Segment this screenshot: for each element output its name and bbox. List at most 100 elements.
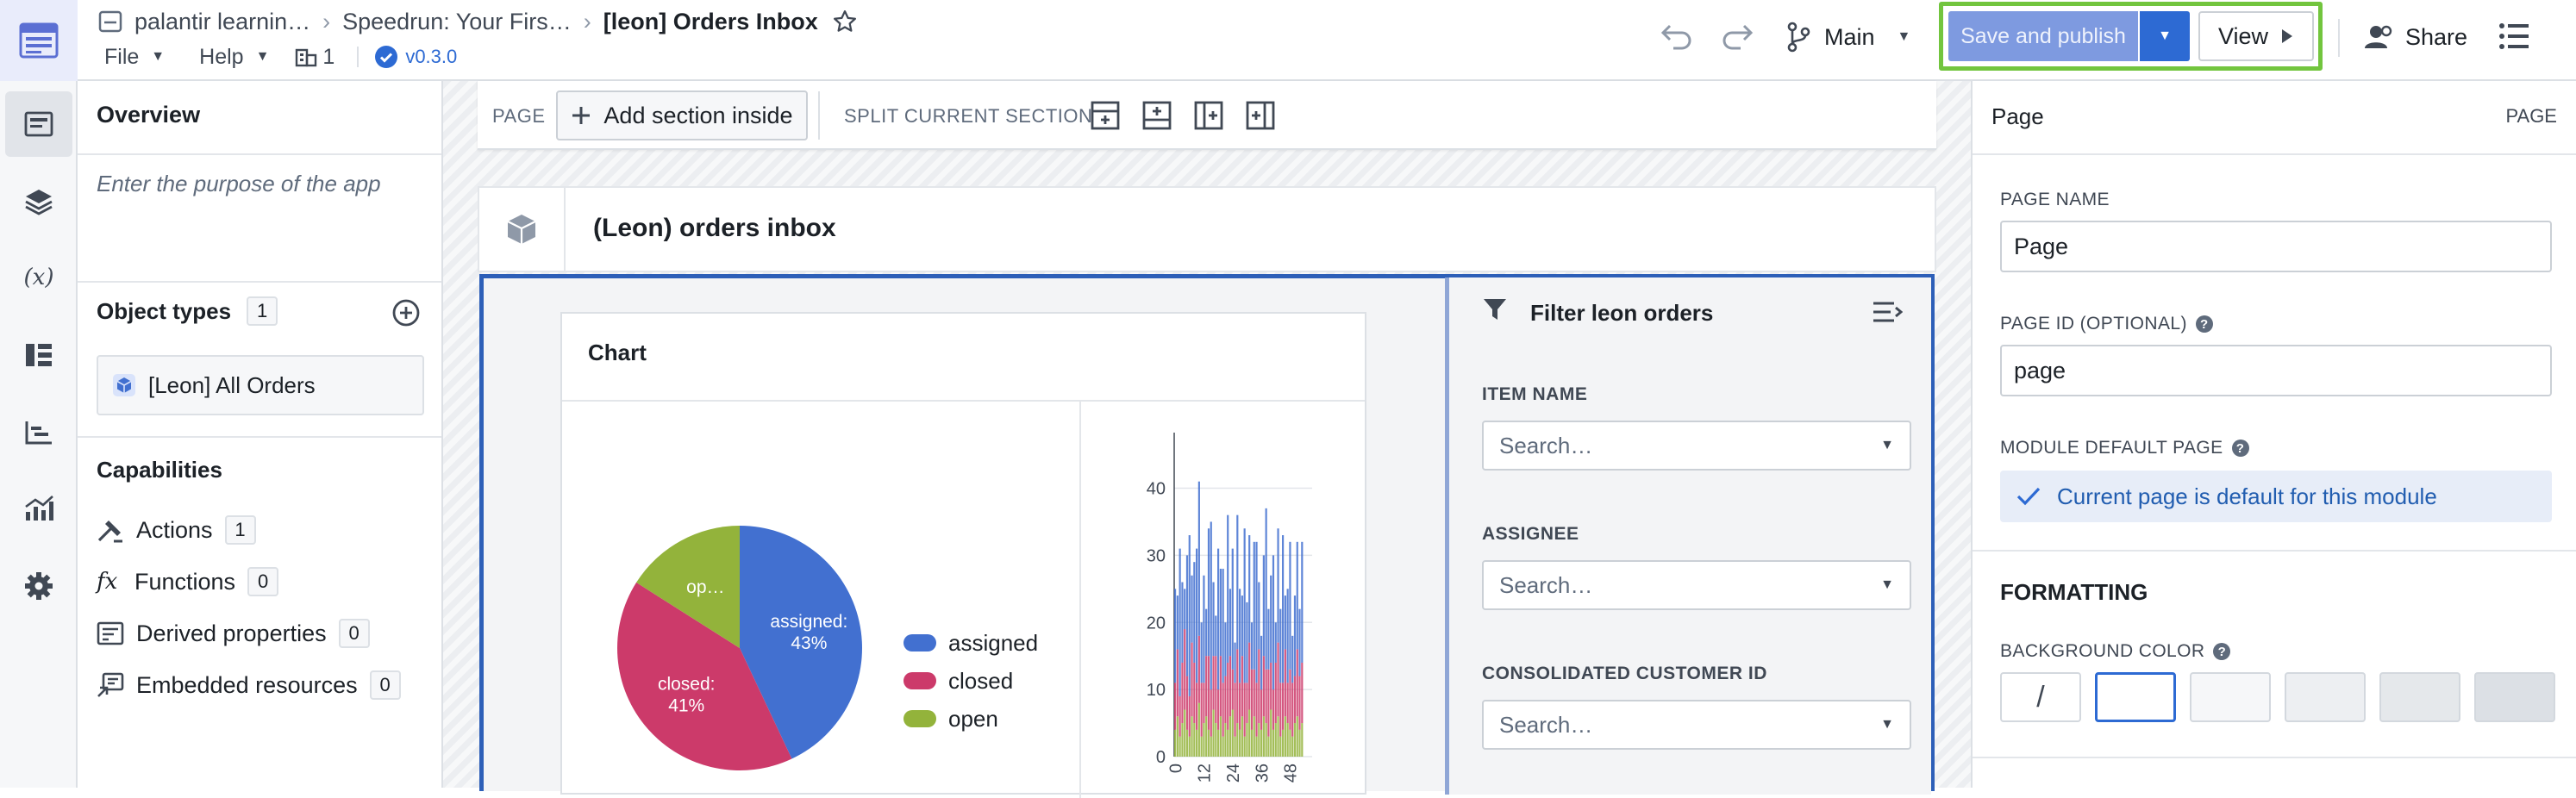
redo-icon[interactable] (1720, 19, 1754, 50)
split-right-icon[interactable] (1245, 100, 1276, 131)
pie-chart: assigned: 43% closed: 41% op… assigned closed… (617, 526, 1038, 770)
add-section-button[interactable]: Add section inside (556, 90, 808, 140)
variables-icon[interactable]: (x) (23, 265, 54, 290)
assignee-select[interactable]: Search… ▼ (1482, 560, 1911, 610)
pie-slice-open[interactable] (636, 526, 740, 648)
histogram-bar (1246, 723, 1248, 757)
caret-down-icon[interactable]: ▼ (151, 49, 166, 64)
overview-panel: Overview Enter the purpose of the app Ob… (78, 81, 443, 788)
star-icon[interactable] (832, 9, 858, 34)
caret-down-icon: ▼ (1880, 717, 1894, 732)
legend-item-assigned[interactable]: assigned (948, 630, 1038, 656)
background-color-label: BACKGROUND COLOR ? (2000, 641, 2231, 662)
rail-item-overview[interactable] (0, 90, 78, 159)
legend-item-closed[interactable]: closed (948, 668, 1013, 694)
legend-item-open[interactable]: open (948, 706, 998, 732)
breadcrumb-item-project[interactable]: palantir learnin… (134, 8, 311, 34)
capability-actions[interactable]: Actions 1 (97, 508, 256, 552)
capability-label: Derived properties (136, 620, 327, 646)
pie-slice-closed[interactable] (617, 582, 792, 770)
histogram-bar (1229, 656, 1232, 717)
menu-help[interactable]: Help (199, 44, 244, 69)
breadcrumb: palantir learnin… › Speedrun: Your Firs…… (98, 3, 858, 40)
filter-collapse-icon[interactable] (1872, 300, 1903, 324)
branch-selector[interactable]: Main ▼ (1786, 19, 1910, 55)
histogram-bar (1243, 683, 1246, 737)
undo-icon[interactable] (1660, 19, 1694, 50)
histogram-bar (1205, 608, 1208, 657)
page-name-input[interactable]: Page (2000, 221, 2552, 272)
split-bottom-icon[interactable] (1141, 100, 1172, 131)
no-color-swatch[interactable]: / (2000, 672, 2081, 722)
customer-id-select[interactable]: Search… ▼ (1482, 700, 1911, 750)
app-purpose-input[interactable]: Enter the purpose of the app (97, 171, 381, 196)
pie-slice-assigned[interactable] (740, 526, 862, 759)
histogram-bar (1176, 595, 1179, 650)
split-left-icon[interactable] (1193, 100, 1224, 131)
view-button[interactable]: View (2198, 11, 2314, 61)
chart-widget[interactable]: Chart assigned: 43% closed: 41% op… assigned… (560, 312, 1366, 798)
histogram-bar (1203, 575, 1205, 683)
histogram-bar (1291, 635, 1294, 683)
histogram-bar (1243, 528, 1246, 683)
timeline-chart-icon[interactable] (0, 398, 78, 467)
add-object-type-icon[interactable] (391, 298, 421, 327)
app-logo-icon[interactable] (0, 0, 78, 81)
histogram-bar (1174, 683, 1177, 730)
histogram-bar (1174, 589, 1177, 683)
color-swatch-light-gray-4[interactable] (2474, 672, 2555, 722)
color-swatch-light-gray-3[interactable] (2379, 672, 2460, 722)
menu-file[interactable]: File (104, 44, 140, 69)
help-icon[interactable]: ? (2213, 643, 2231, 660)
capability-derived-properties[interactable]: Derived properties 0 (97, 612, 370, 655)
left-icon-rail: (x) (0, 81, 78, 788)
histogram-bar (1260, 635, 1263, 690)
histogram-bar (1265, 508, 1267, 670)
caret-down-icon[interactable]: ▼ (255, 49, 270, 64)
histogram-bar (1296, 649, 1298, 717)
list-menu-icon[interactable] (2498, 21, 2529, 52)
save-options-dropdown-button[interactable]: ▼ (2140, 11, 2190, 61)
histogram-bar (1260, 729, 1263, 757)
analytics-icon[interactable] (0, 474, 78, 543)
histogram-bar (1253, 541, 1255, 670)
histogram-bar (1222, 683, 1224, 737)
histogram-bar (1301, 541, 1304, 663)
layers-icon[interactable] (0, 167, 78, 236)
settings-gear-icon[interactable] (0, 552, 78, 620)
version-label[interactable]: v0.3.0 (405, 46, 458, 67)
histogram-bar (1291, 736, 1294, 757)
caret-down-icon: ▼ (1880, 577, 1894, 592)
histogram-bar (1229, 716, 1232, 757)
save-and-publish-button[interactable]: Save and publish (1948, 11, 2138, 61)
color-swatch-light-gray-2[interactable] (2285, 672, 2366, 722)
color-swatch-light-gray-1[interactable] (2190, 672, 2271, 722)
breadcrumb-item-folder[interactable]: Speedrun: Your Firs… (342, 8, 572, 34)
histogram-bar (1289, 669, 1291, 730)
white-color-swatch-selected[interactable] (2095, 672, 2176, 722)
histogram-bar (1239, 729, 1241, 757)
histogram-bar (1289, 541, 1291, 670)
layout-tree-icon[interactable] (0, 321, 78, 390)
share-button[interactable]: Share (2364, 19, 2467, 55)
histogram-bar (1277, 716, 1279, 757)
chart-title: Chart (588, 340, 647, 365)
help-icon[interactable]: ? (2195, 315, 2213, 333)
object-type-item[interactable]: [Leon] All Orders (97, 355, 424, 415)
item-name-select[interactable]: Search… ▼ (1482, 421, 1911, 471)
capability-functions[interactable]: fx Functions 0 (97, 560, 279, 603)
caret-down-icon: ▼ (2158, 28, 2172, 43)
object-types-header: Object types 1 (97, 296, 278, 326)
capability-embedded-resources[interactable]: Embedded resources 0 (97, 664, 401, 707)
split-top-icon[interactable] (1090, 100, 1121, 131)
verified-check-icon (374, 45, 398, 69)
section-header[interactable]: (Leon) orders inbox (478, 186, 1936, 272)
page-id-input[interactable]: page (2000, 345, 2552, 396)
histogram-bar (1267, 736, 1270, 757)
x-tick-label: 12 (1196, 764, 1215, 782)
histogram-bar (1191, 716, 1193, 757)
x-tick-label: 48 (1282, 764, 1301, 782)
help-icon[interactable]: ? (2231, 440, 2249, 457)
histogram-bar (1219, 716, 1222, 757)
histogram-bar (1193, 723, 1196, 757)
